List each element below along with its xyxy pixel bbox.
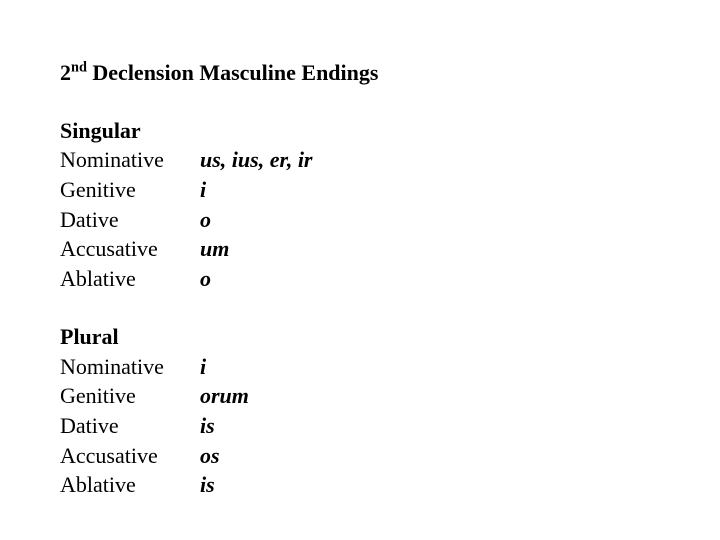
case-label: Nominative — [60, 145, 200, 175]
ending-value: i — [200, 175, 206, 205]
ending-value: us, ius, er, ir — [200, 145, 313, 175]
case-label: Ablative — [60, 470, 200, 500]
table-row: Ablative is — [60, 470, 720, 500]
page-title: 2nd Declension Masculine Endings — [60, 58, 720, 88]
case-label: Ablative — [60, 264, 200, 294]
case-label: Nominative — [60, 352, 200, 382]
table-row: Genitive i — [60, 175, 720, 205]
singular-heading: Singular — [60, 116, 720, 146]
case-label: Accusative — [60, 234, 200, 264]
ending-value: um — [200, 234, 229, 264]
ending-value: o — [200, 264, 211, 294]
table-row: Nominative us, ius, er, ir — [60, 145, 720, 175]
case-label: Genitive — [60, 381, 200, 411]
plural-block: Plural Nominative i Genitive orum Dative… — [60, 322, 720, 500]
table-row: Ablative o — [60, 264, 720, 294]
title-rest: Declension Masculine Endings — [87, 60, 379, 85]
table-row: Nominative i — [60, 352, 720, 382]
case-label: Dative — [60, 411, 200, 441]
table-row: Accusative um — [60, 234, 720, 264]
case-label: Accusative — [60, 441, 200, 471]
singular-block: Singular Nominative us, ius, er, ir Geni… — [60, 116, 720, 294]
ending-value: orum — [200, 381, 249, 411]
table-row: Genitive orum — [60, 381, 720, 411]
table-row: Dative o — [60, 205, 720, 235]
title-superscript: nd — [71, 60, 87, 76]
ending-value: is — [200, 470, 215, 500]
table-row: Accusative os — [60, 441, 720, 471]
plural-heading: Plural — [60, 322, 720, 352]
table-row: Dative is — [60, 411, 720, 441]
ending-value: os — [200, 441, 220, 471]
ending-value: is — [200, 411, 215, 441]
title-prefix: 2 — [60, 60, 71, 85]
case-label: Genitive — [60, 175, 200, 205]
ending-value: o — [200, 205, 211, 235]
ending-value: i — [200, 352, 206, 382]
document-page: 2nd Declension Masculine Endings Singula… — [0, 0, 720, 500]
case-label: Dative — [60, 205, 200, 235]
